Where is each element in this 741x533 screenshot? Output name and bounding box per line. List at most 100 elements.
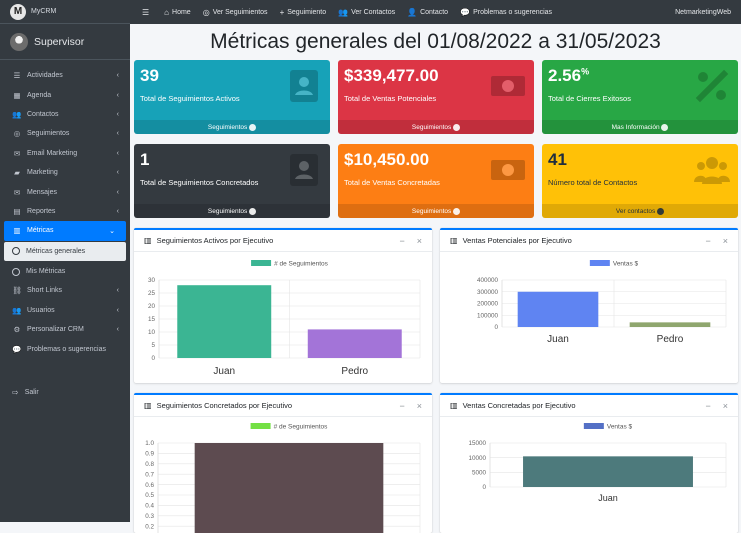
sidebar-item-label: Problemas o sugerencias <box>27 345 106 353</box>
legend-swatch[interactable] <box>251 260 272 266</box>
legend-swatch[interactable] <box>250 423 271 429</box>
stat-footer-link[interactable]: Ver contactos <box>542 204 738 218</box>
bar[interactable] <box>629 322 711 327</box>
topbar-link-problemas-o-sugerencias[interactable]: 💬 Problemas o sugerencias <box>460 8 552 17</box>
topbar-link-ver-seguimientos[interactable]: ◎ Ver Seguimientos <box>203 8 268 17</box>
card-header: ▥ Seguimientos Activos por Ejecutivo − × <box>134 230 432 252</box>
card-header: ▥ Ventas Concretadas por Ejecutivo − × <box>440 395 738 417</box>
sidebar-item-seguimientos[interactable]: ◎ Seguimientos ‹ <box>0 124 130 143</box>
legend-swatch[interactable] <box>589 260 610 266</box>
stat-label: Total de Ventas Concretadas <box>344 178 440 187</box>
stat-footer-link[interactable]: Seguimientos <box>134 120 330 134</box>
collapse-button[interactable]: − <box>399 400 405 411</box>
sidebar-item-short-links[interactable]: ⛓ Short Links ‹ <box>0 281 130 300</box>
calendar-icon: ▦ <box>13 90 21 100</box>
sidebar-item-usuarios[interactable]: 👥 Usuarios ‹ <box>0 301 130 320</box>
x-tick-label: Juan <box>547 334 569 345</box>
legend-swatch[interactable] <box>583 423 604 429</box>
y-tick-label: 400000 <box>477 277 499 284</box>
topbar-link-ver-contactos[interactable]: 👥 Ver Contactos <box>338 8 395 17</box>
stat-label: Total de Ventas Potenciales <box>344 94 437 103</box>
sidebar-item-label: Short Links <box>27 287 63 295</box>
sidebar-item-actividades[interactable]: ☰ Actividades ‹ <box>0 66 130 85</box>
sidebar-item-label: Contactos <box>27 110 59 118</box>
brand-link[interactable]: M MyCRM <box>0 0 130 24</box>
stat-footer-link[interactable]: Seguimientos <box>338 204 534 218</box>
list-icon: ☰ <box>13 71 21 81</box>
sidebar-item-m-tricas[interactable]: ▥ Métricas ⌄ <box>4 221 126 241</box>
stat-footer-link[interactable]: Seguimientos <box>134 204 330 218</box>
chevron-left-icon: ‹ <box>116 110 119 118</box>
sidebar-item-reportes[interactable]: ▤ Reportes ‹ <box>0 202 130 221</box>
close-button[interactable]: × <box>722 400 728 411</box>
y-tick-label: 20 <box>148 303 156 310</box>
sidebar-item-mis-m-tricas[interactable]: Mis Métricas <box>0 262 130 281</box>
sidebar-item-agenda[interactable]: ▦ Agenda ‹ <box>0 85 130 104</box>
logout-link[interactable]: ⇨ Salir <box>12 388 39 397</box>
y-tick-label: 0 <box>151 355 155 362</box>
topbar-link-label: Seguimiento <box>287 8 327 16</box>
collapse-button[interactable]: − <box>705 235 711 246</box>
chart-card: ▥ Ventas Concretadas por Ejecutivo − × Venta… <box>440 393 738 533</box>
stat-box: 2.56% Total de Cierres Exitosos Mas Inform… <box>542 60 738 134</box>
sidebar-item-label: Usuarios <box>27 306 55 314</box>
target-icon: ◎ <box>202 7 210 17</box>
sidebar-item-label: Agenda <box>27 91 52 99</box>
stat-box: $339,477.00 Total de Ventas Potenciales Se… <box>338 60 534 134</box>
legend-label: Ventas $ <box>607 424 633 431</box>
sidebar-item-personalizar-crm[interactable]: ⚙ Personalizar CRM ‹ <box>0 320 130 339</box>
y-tick-label: 0.6 <box>145 482 154 489</box>
brand-name: MyCRM <box>31 8 57 15</box>
close-button[interactable]: × <box>416 235 422 246</box>
stat-box: 39 Total de Seguimientos Activos Seguimien… <box>134 60 330 134</box>
bar[interactable] <box>517 291 599 327</box>
y-tick-label: 15 <box>148 316 156 323</box>
comment-icon: 💬 <box>12 344 22 354</box>
card-title: Ventas Concretadas por Ejecutivo <box>462 401 576 410</box>
y-tick-label: 200000 <box>477 301 499 308</box>
y-tick-label: 0.3 <box>145 513 154 520</box>
mail-icon: ✉ <box>13 187 21 197</box>
collapse-button[interactable]: − <box>399 235 405 246</box>
sidebar-item-contactos[interactable]: 👥 Contactos ‹ <box>0 105 130 124</box>
topbar-link-menu-toggle[interactable]: ☰ <box>142 8 152 17</box>
stat-footer-link[interactable]: Mas Información <box>542 120 738 134</box>
bar[interactable] <box>523 456 693 487</box>
y-tick-label: 25 <box>148 290 156 297</box>
bar[interactable] <box>194 443 384 533</box>
sidebar-item-label: Métricas generales <box>26 247 86 255</box>
close-button[interactable]: × <box>722 235 728 246</box>
stat-footer-link[interactable]: Seguimientos <box>338 120 534 134</box>
chevron-left-icon: ‹ <box>116 130 119 138</box>
sidebar-item-m-tricas-generales[interactable]: Métricas generales <box>4 241 126 261</box>
topbar-link-contacto[interactable]: 👤 Contacto <box>407 8 448 17</box>
sidebar-item-email-marketing[interactable]: ✉ Email Marketing ‹ <box>0 144 130 163</box>
chart-icon: ▥ <box>13 226 21 236</box>
sidebar-item-marketing[interactable]: ▰ Marketing ‹ <box>0 163 130 182</box>
stat-box: 41 Número total de Contactos Ver contactos <box>542 144 738 218</box>
sidebar-item-mensajes[interactable]: ✉ Mensajes ‹ <box>0 182 130 201</box>
card-title: Ventas Potenciales por Ejecutivo <box>462 236 572 245</box>
close-button[interactable]: × <box>416 400 422 411</box>
topbar-link-label: Home <box>172 8 191 16</box>
bar-chart: # de Seguimientos 0 5 10 15 20 25 30 Juan Pedro <box>148 260 421 377</box>
chevron-left-icon: ‹ <box>116 326 119 334</box>
chevron-left-icon: ‹ <box>116 188 119 196</box>
y-tick-label: 100000 <box>477 312 499 319</box>
topbar-link-label: Problemas o sugerencias <box>473 8 553 16</box>
bar[interactable] <box>307 329 402 358</box>
stat-box: $10,450.00 Total de Ventas Concretadas Seg… <box>338 144 534 218</box>
sidebar-item-label: Marketing <box>27 169 58 177</box>
top-navbar: ☰ ⌂ Home ◎ Ver Seguimientos + Seguimiento 👥 Ver … <box>130 0 741 24</box>
y-tick-label: 10000 <box>468 455 486 462</box>
sidebar-item-problemas-o-sugerencias[interactable]: 💬 Problemas o sugerencias <box>0 339 130 358</box>
chevron-left-icon: ‹ <box>116 149 119 157</box>
topbar-link-home[interactable]: ⌂ Home <box>164 8 191 17</box>
arrow-circle-right-icon <box>661 123 669 131</box>
collapse-button[interactable]: − <box>705 400 711 411</box>
topbar-company: NetmarketingWeb <box>675 8 731 16</box>
user-panel[interactable]: Supervisor <box>0 24 130 60</box>
brand-logo: M <box>10 3 26 20</box>
topbar-link-seguimiento[interactable]: + Seguimiento <box>280 8 327 17</box>
bar[interactable] <box>177 285 272 358</box>
